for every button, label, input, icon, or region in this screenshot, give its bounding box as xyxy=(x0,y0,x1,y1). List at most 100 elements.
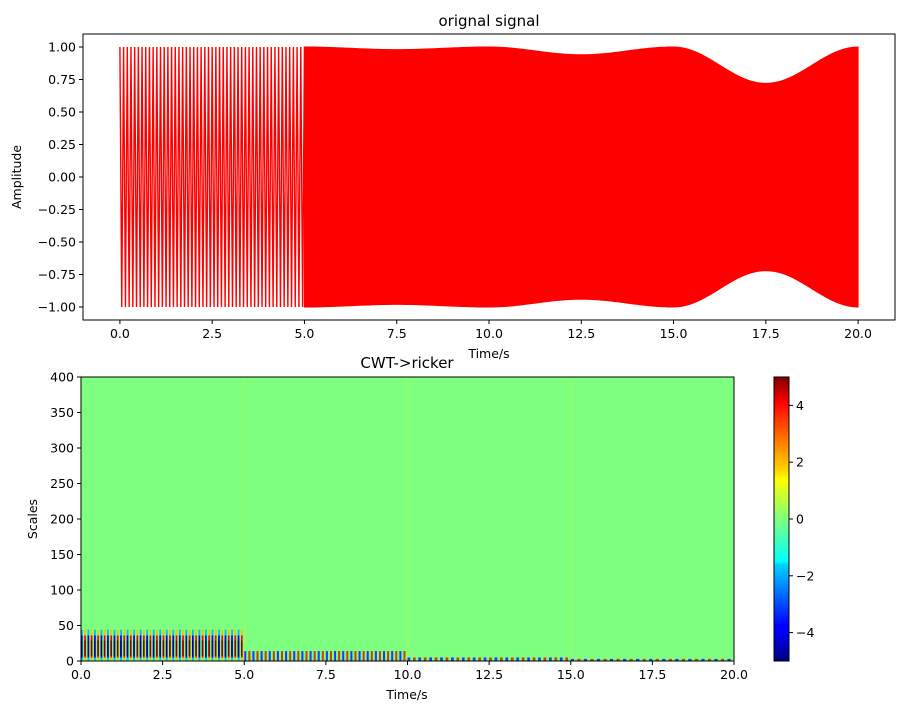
colorbar: −4 −2 0 2 4 xyxy=(773,376,814,662)
signal-y-tick-label: 1.00 xyxy=(48,40,76,55)
cwt-band xyxy=(244,651,406,661)
cwt-chart: 0.0 2.5 5.0 7.5 10.0 12.5 15.0 17.5 20.0 0 50 100 1… xyxy=(25,354,814,702)
cwt-stripe xyxy=(87,640,89,656)
cwt-stripe xyxy=(440,657,443,661)
cwt-stripe xyxy=(418,657,422,661)
cwt-stripe xyxy=(461,657,465,661)
cwt-stripe xyxy=(268,651,271,661)
cwt-stripe xyxy=(383,651,386,661)
cwt-stripe xyxy=(489,657,492,661)
cwt-stripe xyxy=(510,657,514,661)
cwt-stripe xyxy=(84,640,86,656)
cwt-x-tick-label: 7.5 xyxy=(316,667,336,682)
cwt-stripe xyxy=(675,658,679,661)
colorbar-ticks: −4 −2 0 2 4 xyxy=(789,398,814,640)
cwt-y-tick-label: 350 xyxy=(50,405,74,420)
signal-x-tick-label: 2.5 xyxy=(202,326,222,341)
cwt-stripe xyxy=(172,640,174,656)
cwt-stripe xyxy=(636,658,640,661)
colorbar-tick-label: 0 xyxy=(796,512,804,527)
cwt-x-tick-label: 0.0 xyxy=(71,667,91,682)
cwt-stripe xyxy=(554,657,558,661)
cwt-stripe xyxy=(149,640,152,656)
cwt-stripe xyxy=(218,640,220,656)
cwt-y-tick-label: 0 xyxy=(66,654,74,669)
cwt-stripe xyxy=(201,640,204,656)
colorbar-tick-label: 4 xyxy=(796,398,804,413)
cwt-stripe xyxy=(211,640,214,656)
cwt-stripe xyxy=(391,651,394,661)
cwt-stripe xyxy=(156,640,158,656)
cwt-stripe xyxy=(90,640,93,656)
cwt-stripe xyxy=(272,651,275,661)
cwt-stripe xyxy=(139,640,142,656)
signal-title: orignal signal xyxy=(438,12,539,30)
cwt-stripe xyxy=(532,657,536,661)
cwt-stripe xyxy=(313,651,316,661)
cwt-stripe xyxy=(354,651,357,661)
cwt-stripe xyxy=(231,640,233,656)
cwt-stripe xyxy=(456,657,460,661)
cwt-stripe xyxy=(494,657,498,661)
cwt-stripe xyxy=(451,657,454,661)
cwt-stripe xyxy=(483,657,487,661)
signal-x-tick-label: 17.5 xyxy=(752,326,780,341)
cwt-x-ticks: 0.0 2.5 5.0 7.5 10.0 12.5 15.0 17.5 20.0 xyxy=(71,661,748,682)
cwt-stripe xyxy=(655,658,659,661)
cwt-transition xyxy=(568,377,573,661)
cwt-stripe xyxy=(133,640,135,656)
cwt-stripe xyxy=(94,640,96,656)
cwt-stripe xyxy=(227,640,230,656)
cwt-y-tick-label: 50 xyxy=(58,618,74,633)
cwt-stripe xyxy=(244,651,247,661)
cwt-stripe xyxy=(662,658,666,661)
cwt-stripe xyxy=(301,651,304,661)
cwt-stripe xyxy=(129,640,132,656)
cwt-stripe xyxy=(429,657,432,661)
cwt-stripe xyxy=(362,651,365,661)
cwt-stripe xyxy=(358,651,361,661)
cwt-x-label: Time/s xyxy=(385,687,427,702)
cwt-stripe xyxy=(378,651,381,661)
colorbar-tick-label: −4 xyxy=(796,625,814,640)
cwt-stripe xyxy=(169,640,171,656)
cwt-stripe xyxy=(252,651,255,661)
cwt-stripe xyxy=(583,658,588,661)
cwt-stripe xyxy=(500,657,503,661)
cwt-stripe xyxy=(538,657,541,661)
cwt-stripe xyxy=(570,658,575,661)
cwt-stripe xyxy=(395,651,398,661)
cwt-stripe xyxy=(714,658,718,661)
cwt-stripe xyxy=(543,657,547,661)
cwt-stripe xyxy=(403,651,406,661)
cwt-stripe xyxy=(159,640,161,656)
cwt-stripe xyxy=(596,658,601,661)
cwt-stripe xyxy=(399,651,402,661)
cwt-stripe xyxy=(565,657,569,661)
cwt-stripe xyxy=(289,651,292,661)
cwt-stripe xyxy=(103,640,106,656)
cwt-stripe xyxy=(321,651,324,661)
cwt-stripe xyxy=(325,651,328,661)
colorbar-gradient xyxy=(773,376,790,662)
cwt-band xyxy=(407,657,569,661)
cwt-stripe xyxy=(317,651,320,661)
cwt-stripe xyxy=(629,658,633,661)
signal-y-tick-label: −0.25 xyxy=(38,202,76,217)
cwt-stripe xyxy=(559,657,563,661)
signal-x-tick-label: 7.5 xyxy=(387,326,407,341)
cwt-stripe xyxy=(188,640,191,656)
cwt-stripe xyxy=(260,651,263,661)
cwt-transition xyxy=(242,377,247,661)
cwt-stripe xyxy=(100,640,103,656)
cwt-x-tick-label: 10.0 xyxy=(394,667,422,682)
signal-y-label: Amplitude xyxy=(9,145,24,209)
cwt-stripe xyxy=(123,640,125,656)
cwt-stripe xyxy=(113,640,116,656)
cwt-stripe xyxy=(293,651,296,661)
cwt-stripe xyxy=(338,651,341,661)
cwt-stripe xyxy=(346,651,349,661)
cwt-stripe xyxy=(136,640,138,656)
cwt-stripe xyxy=(224,640,227,656)
cwt-stripe xyxy=(214,640,217,656)
